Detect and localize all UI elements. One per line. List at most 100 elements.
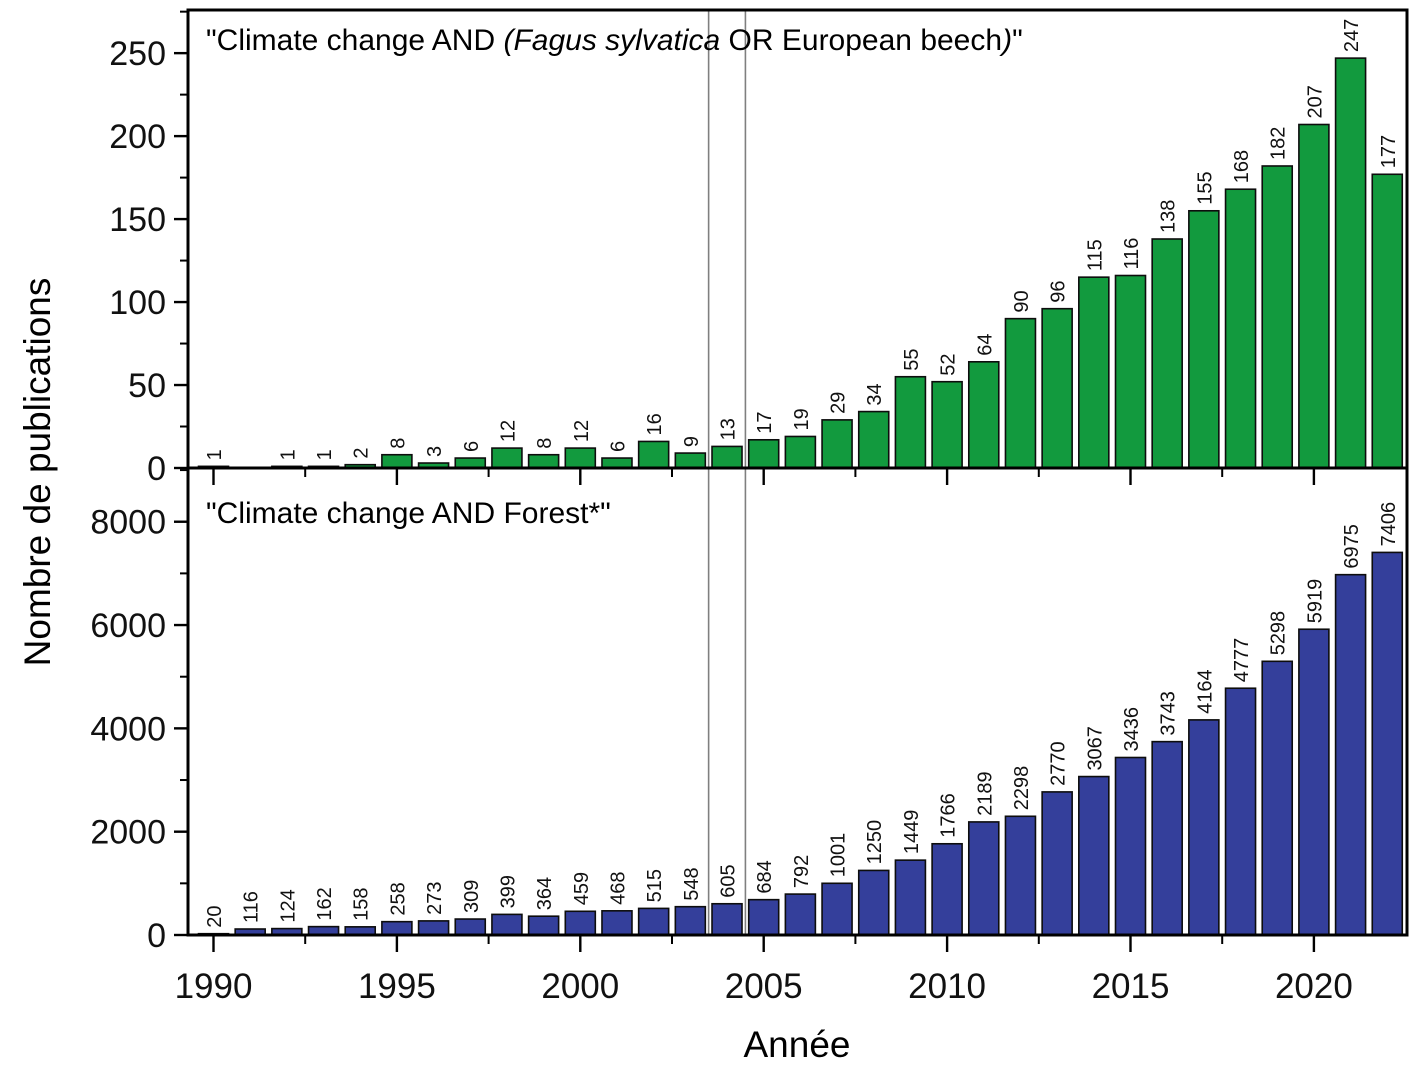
bar-value-label: 162 bbox=[314, 887, 336, 920]
bar bbox=[1334, 573, 1367, 936]
bar-value-label: 52 bbox=[938, 353, 960, 375]
bar-value-label: 1 bbox=[277, 449, 299, 460]
bar bbox=[1004, 815, 1037, 936]
bar bbox=[1188, 209, 1220, 469]
bar-value-label: 168 bbox=[1231, 150, 1253, 183]
bar-value-label: 1766 bbox=[938, 793, 960, 838]
bar-value-label: 273 bbox=[424, 882, 446, 915]
bar-value-label: 548 bbox=[681, 867, 703, 900]
bar-value-label: 3 bbox=[424, 446, 446, 457]
y-tick-label: 4000 bbox=[90, 710, 166, 748]
title-segment: ) bbox=[1002, 24, 1013, 57]
bar-value-label: 8 bbox=[534, 438, 556, 449]
bar-value-label: 155 bbox=[1194, 171, 1216, 204]
bar-value-label: 6975 bbox=[1341, 524, 1363, 569]
bar-value-label: 16 bbox=[644, 413, 666, 435]
bar bbox=[821, 882, 853, 936]
bar-value-label: 90 bbox=[1011, 290, 1033, 312]
bar bbox=[1334, 57, 1367, 469]
bar bbox=[527, 453, 560, 469]
bar-value-label: 124 bbox=[277, 889, 299, 922]
bar bbox=[1224, 188, 1257, 469]
title-segment: "Climate change AND Forest*" bbox=[206, 497, 611, 530]
bar-value-label: 34 bbox=[864, 383, 886, 405]
bar bbox=[564, 447, 597, 469]
bar-value-label: 8 bbox=[387, 438, 409, 449]
bar bbox=[491, 913, 523, 936]
y-tick-label: 100 bbox=[109, 284, 166, 322]
bar-value-label: 29 bbox=[828, 392, 850, 414]
bar-value-label: 6 bbox=[461, 441, 483, 452]
bar-value-label: 515 bbox=[644, 869, 666, 902]
bar-value-label: 13 bbox=[718, 418, 740, 440]
bar-value-label: 3743 bbox=[1158, 691, 1180, 736]
bar-value-label: 12 bbox=[571, 420, 593, 442]
y-axis-label: Nombre de publications bbox=[17, 277, 58, 667]
bar-value-label: 3067 bbox=[1084, 726, 1106, 771]
title-segment: (Fagus sylvatica bbox=[503, 24, 721, 57]
bar-value-label: 1001 bbox=[828, 833, 850, 878]
bar-value-label: 96 bbox=[1048, 280, 1070, 302]
bar-value-label: 5298 bbox=[1268, 611, 1290, 656]
bar-value-label: 605 bbox=[718, 864, 740, 897]
bar bbox=[857, 410, 890, 469]
bar bbox=[381, 453, 413, 469]
bar-value-label: 309 bbox=[461, 880, 483, 913]
bar bbox=[1041, 307, 1073, 469]
bar-value-label: 4164 bbox=[1194, 669, 1216, 714]
bar bbox=[1078, 775, 1110, 936]
x-tick-label: 1990 bbox=[175, 967, 253, 1006]
x-tick-label: 2015 bbox=[1092, 967, 1170, 1006]
bar bbox=[1114, 756, 1147, 936]
bar-value-label: 5919 bbox=[1304, 579, 1326, 624]
bar bbox=[857, 869, 890, 936]
bar-value-label: 399 bbox=[497, 875, 519, 908]
x-axis-label: Année bbox=[743, 1024, 851, 1065]
y-tick-label: 2000 bbox=[90, 814, 166, 852]
bar-value-label: 182 bbox=[1268, 127, 1290, 160]
bar-value-label: 19 bbox=[791, 408, 813, 430]
bar bbox=[1261, 165, 1294, 469]
title-segment: " bbox=[1012, 24, 1023, 57]
bar bbox=[894, 859, 927, 936]
bar-value-label: 207 bbox=[1304, 85, 1326, 118]
bar-value-label: 20 bbox=[204, 905, 226, 927]
bar-value-label: 2 bbox=[351, 448, 373, 459]
title-segment: "Climate change AND bbox=[206, 24, 504, 57]
panel-frame-bottom bbox=[186, 466, 1409, 937]
bar bbox=[527, 915, 560, 936]
bar bbox=[1371, 551, 1404, 936]
bar bbox=[1298, 123, 1330, 469]
bar-value-label: 684 bbox=[754, 860, 776, 893]
bar bbox=[417, 920, 450, 936]
bar-value-label: 364 bbox=[534, 877, 556, 910]
title-segment: OR European beech bbox=[720, 24, 1003, 57]
panel-title-bottom: "Climate change AND Forest*" bbox=[206, 497, 611, 531]
bar bbox=[1188, 719, 1220, 936]
bar bbox=[747, 438, 780, 469]
bar bbox=[894, 375, 927, 469]
bar bbox=[1151, 740, 1183, 936]
x-tick-label: 2010 bbox=[908, 967, 986, 1006]
bar-value-label: 138 bbox=[1158, 200, 1180, 233]
x-tick-label: 1995 bbox=[358, 967, 436, 1006]
bar bbox=[1371, 173, 1404, 469]
bar bbox=[637, 440, 670, 469]
bar-value-label: 115 bbox=[1084, 239, 1106, 271]
x-tick-label: 2005 bbox=[725, 967, 803, 1006]
bar bbox=[931, 380, 963, 469]
bar-value-label: 258 bbox=[387, 882, 409, 915]
bar bbox=[784, 435, 817, 469]
bar bbox=[454, 918, 487, 936]
bar-value-label: 9 bbox=[681, 436, 703, 447]
bar-value-label: 1250 bbox=[864, 820, 886, 865]
bar-value-label: 1 bbox=[314, 449, 336, 460]
bar-value-label: 6 bbox=[607, 441, 629, 452]
bar bbox=[637, 907, 670, 936]
bar bbox=[821, 419, 853, 469]
bar bbox=[674, 905, 707, 936]
y-tick-label: 8000 bbox=[90, 504, 166, 542]
bar bbox=[711, 902, 743, 936]
